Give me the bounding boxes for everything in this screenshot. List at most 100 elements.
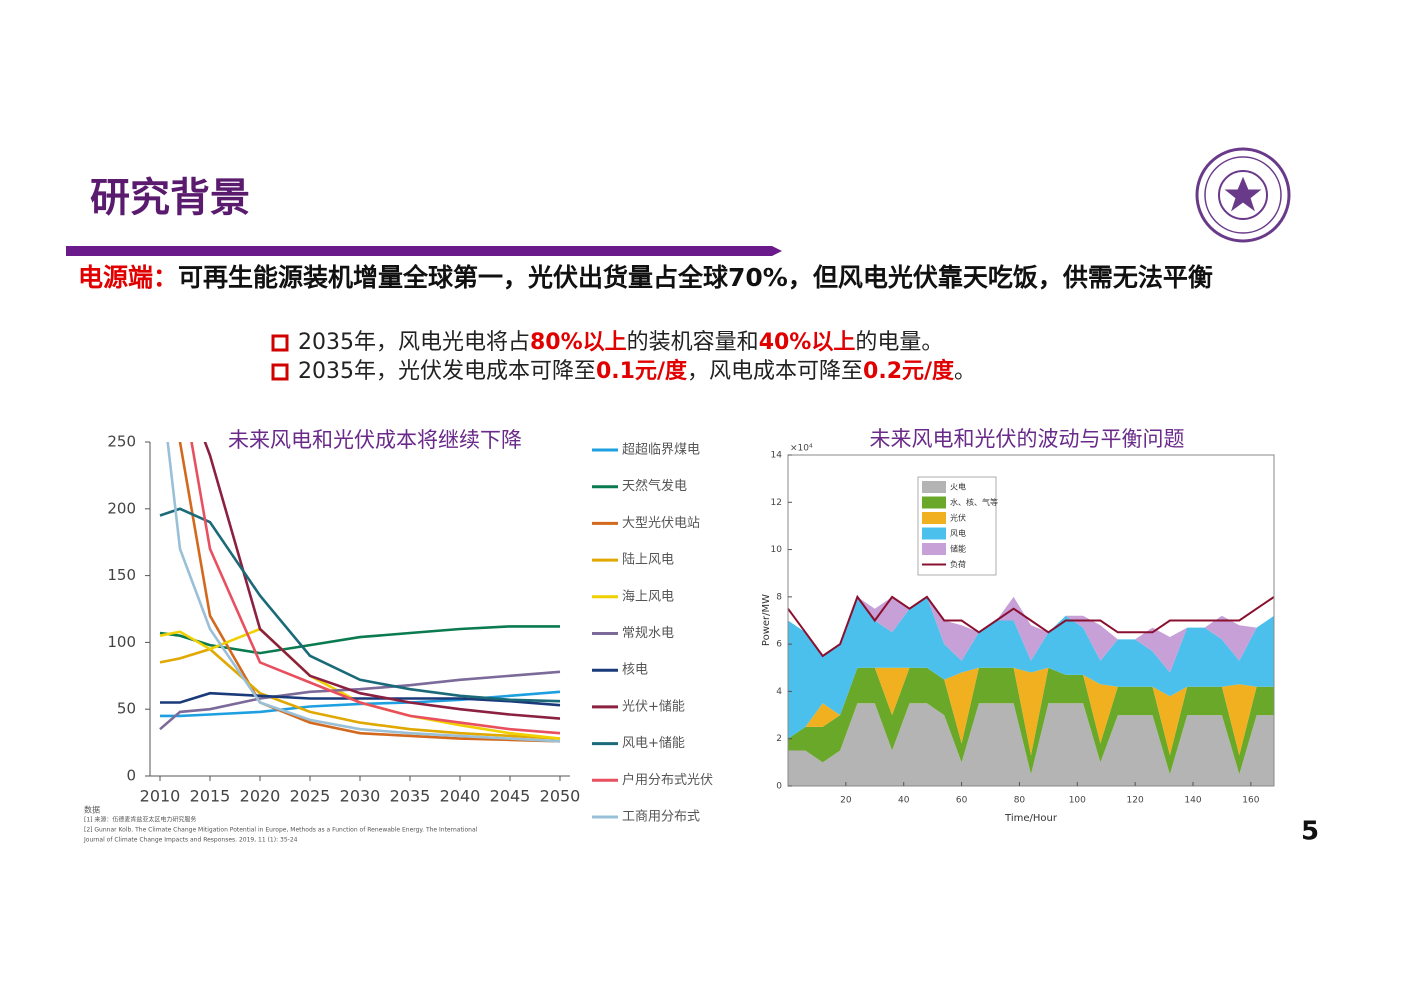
x-tick-label: 2040	[440, 787, 481, 806]
x-tick-label: 140	[1184, 796, 1201, 806]
bullet-segment: 2035年，光伏发电成本可降至	[298, 359, 596, 384]
x-tick-label: 80	[1014, 796, 1026, 806]
legend-swatch	[922, 481, 946, 493]
bullet-segment: 0.2元/度	[863, 358, 955, 384]
balance-chart: 未来风电和光伏的波动与平衡问题 ×10⁴ Time/Hour Power/MW 0 2 4 6…	[761, 427, 1275, 824]
legend-label: 超超临界煤电	[622, 443, 700, 458]
y-tick-label: 200	[107, 499, 136, 517]
series-line	[190, 442, 561, 735]
bullet-segment: 0.1元/度	[596, 358, 688, 384]
x-tick-label: 2035	[390, 787, 431, 806]
legend-label: 火电	[950, 482, 966, 492]
series-line	[166, 442, 561, 743]
y-tick-label: 50	[117, 700, 136, 718]
legend-label: 核电	[622, 663, 648, 678]
legend-label: 负荷	[950, 559, 966, 569]
bullet-segment: 40%以上	[759, 330, 856, 355]
chart-title: 未来风电和光伏成本将继续下降	[228, 428, 522, 452]
y-tick-label: 14	[771, 451, 783, 461]
bullet-list: 2035年，风电光电将占80%以上的装机容量和40%以上的电量。 2035年，光伏…	[271, 330, 976, 384]
x-tick-label: 2030	[340, 787, 381, 806]
plot-area	[787, 594, 1275, 786]
x-axis-label: Time/Hour	[1004, 813, 1058, 824]
logo	[1195, 147, 1291, 243]
title-bar	[66, 246, 782, 256]
legend-label: 海上风电	[622, 589, 674, 604]
legend-label: 工商用分布式	[622, 810, 700, 825]
bullet-segment: 80%以上	[530, 330, 627, 355]
legend-label: 光伏	[950, 513, 966, 523]
y-tick-label: 250	[107, 433, 136, 451]
exponent-label: ×10⁴	[790, 444, 813, 454]
bullet-marker	[271, 334, 289, 352]
y-axis-label: Power/MW	[761, 594, 772, 646]
series-line	[159, 625, 560, 655]
legend-swatch	[922, 496, 946, 509]
legend-label: 水、核、气等	[950, 497, 998, 507]
load-line	[787, 594, 1275, 658]
x-tick-label: 120	[1127, 796, 1144, 806]
legend-label: 常规水电	[622, 626, 674, 641]
legend-label: 风电+储能	[622, 736, 685, 751]
plot-area	[159, 442, 561, 743]
footnote: [1] 来源：伍德麦肯兹亚太区电力研究服务	[84, 816, 196, 824]
footnotes: 数据[1] 来源：伍德麦肯兹亚太区电力研究服务 [2] Gunnar Kolb. …	[83, 805, 478, 844]
footnote: Journal of Climate Change Impacts and Re…	[83, 837, 298, 844]
chart-title: 未来风电和光伏的波动与平衡问题	[870, 427, 1185, 451]
y-tick-label: 0	[126, 767, 136, 785]
x-tick-label: 40	[898, 796, 910, 806]
bullet-segment: 的装机容量和	[627, 330, 759, 355]
x-tick-label: 2015	[190, 787, 231, 806]
cost-chart: 未来风电和光伏成本将继续下降 0 50 100 150 200 250 2010 2015 202…	[107, 428, 713, 825]
stacked-area	[788, 667, 1274, 756]
legend-label: 户用分布式光伏	[622, 772, 713, 788]
x-tick-label: 2020	[240, 787, 281, 806]
slide-title: 研究背景	[90, 175, 250, 221]
x-tick-label: 100	[1069, 796, 1086, 806]
y-tick-label: 2	[776, 734, 782, 744]
series-line	[159, 507, 561, 703]
y-tick-label: 12	[771, 498, 782, 508]
stacked-area	[788, 596, 1274, 673]
legend-label: 风电	[950, 528, 966, 538]
legend-label: 储能	[950, 544, 966, 554]
legend-label: 陆上风电	[622, 552, 674, 568]
bullet-segment: 2035年，风电光电将占	[298, 330, 530, 355]
x-tick-label: 20	[840, 796, 852, 806]
x-tick-label: 60	[956, 796, 968, 806]
legend-swatch	[922, 512, 946, 524]
bullet-segment: 。	[954, 359, 976, 384]
legend-swatch	[922, 527, 946, 540]
y-tick-label: 0	[776, 782, 782, 792]
series-line	[159, 647, 561, 740]
subtitle: 电源端：可再生能源装机增量全球第一，光伏出货量占全球70%，但风电光伏靠天吃饭，…	[78, 263, 1213, 292]
plot-frame	[787, 454, 1275, 787]
x-tick-label: 2025	[290, 787, 331, 806]
series-line	[160, 691, 561, 707]
legend-label: 光伏+储能	[622, 699, 685, 714]
y-tick-label: 10	[771, 545, 783, 555]
y-tick-label: 4	[776, 687, 782, 697]
y-tick-label: 100	[107, 633, 136, 651]
legend-label: 大型光伏电站	[622, 516, 700, 531]
bullet-segment: 的电量。	[855, 330, 943, 355]
x-tick-label: 2045	[490, 787, 531, 806]
bullet-marker	[271, 363, 289, 381]
footnote: 数据	[84, 805, 100, 815]
bullet-text: 2035年，光伏发电成本可降至0.1元/度，风电成本可降至0.2元/度。	[298, 358, 976, 384]
stacked-area	[788, 667, 1274, 775]
page-number: 5	[1301, 817, 1319, 847]
series-line	[178, 442, 561, 743]
bullet-text: 2035年，风电光电将占80%以上的装机容量和40%以上的电量。	[298, 330, 943, 355]
subtitle-segment: 电源端：	[78, 263, 178, 292]
x-tick-label: 160	[1242, 796, 1259, 806]
footnote: [2] Gunnar Kolb. The Climate Change Miti…	[84, 827, 478, 834]
series-line	[159, 627, 561, 740]
stacked-area	[788, 703, 1274, 786]
stacked-area	[788, 596, 1274, 739]
y-tick-label: 150	[107, 566, 136, 584]
legend-box	[917, 476, 997, 576]
x-tick-label: 2010	[140, 787, 181, 806]
